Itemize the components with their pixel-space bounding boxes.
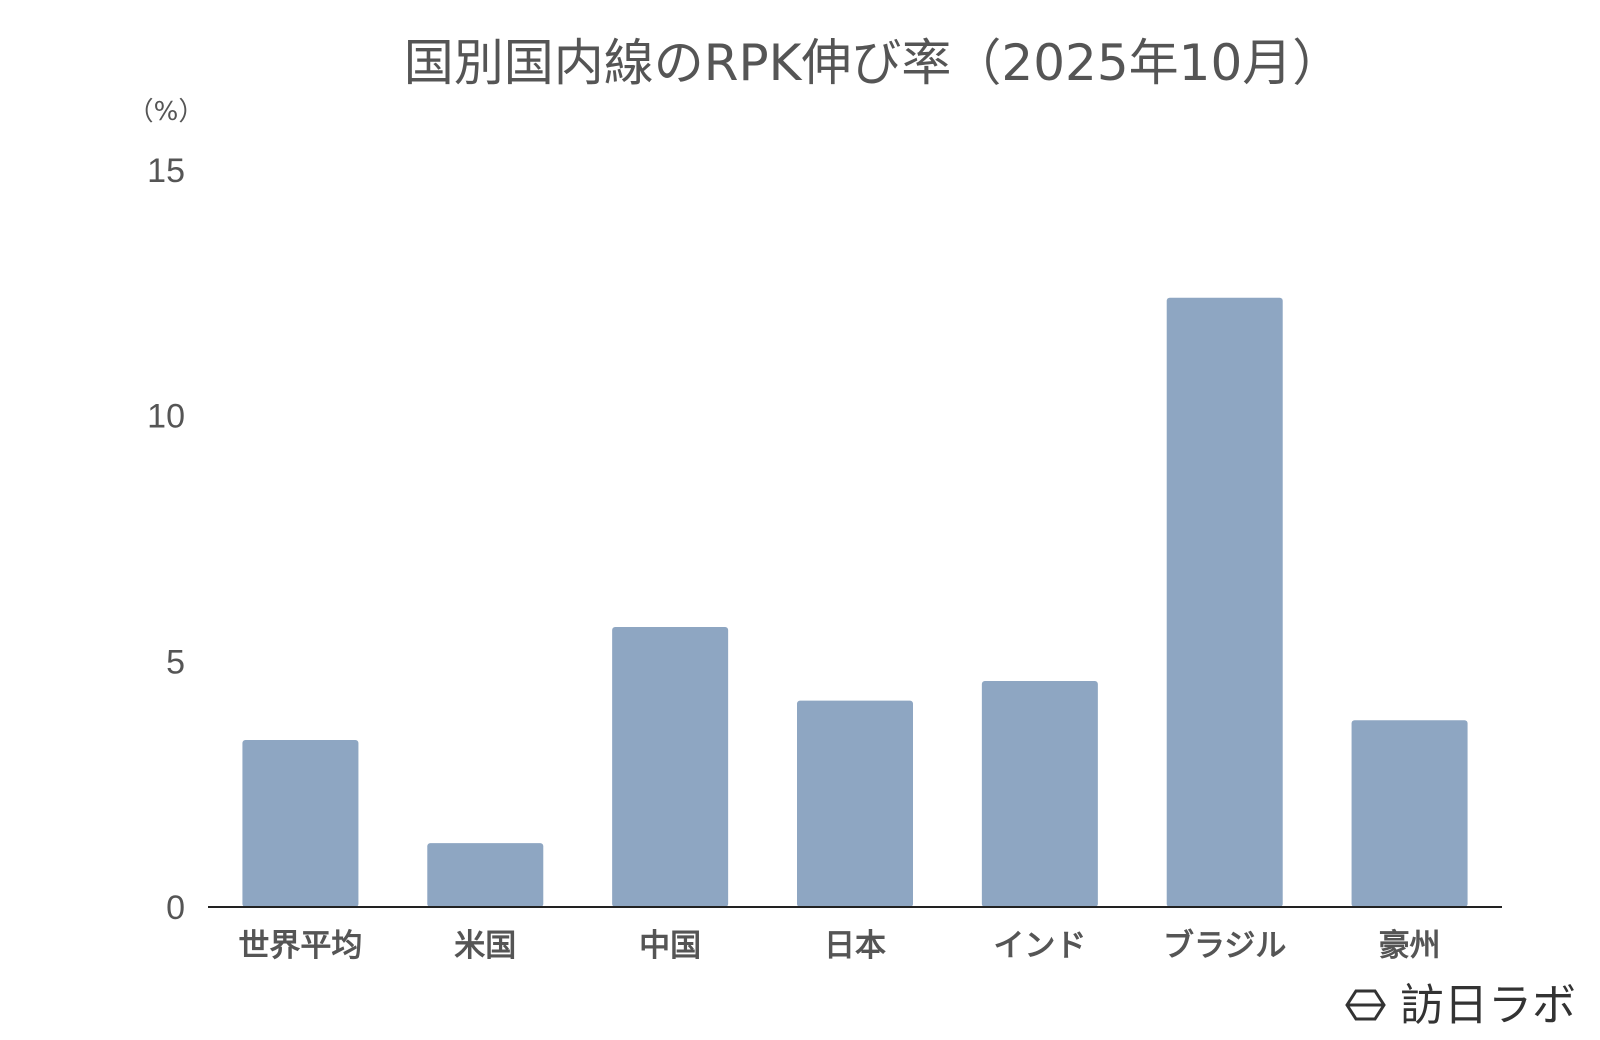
y-tick-label: 15: [147, 152, 185, 190]
y-axis-ticks: 0 5 10 15: [147, 152, 185, 927]
x-tick-label: インド: [993, 928, 1086, 964]
chart-title: 国別国内線のRPK伸び率（2025年10月）: [404, 34, 1343, 92]
bars-group: [242, 297, 1468, 907]
x-tick-label: 豪州: [1379, 928, 1441, 964]
x-tick-label: 中国: [639, 928, 701, 964]
bar: [427, 843, 544, 907]
y-tick-label: 0: [166, 889, 185, 927]
x-tick-label: 米国: [454, 928, 516, 964]
y-axis-unit-label: （%）: [128, 97, 205, 127]
bar: [612, 626, 729, 907]
y-tick-label: 10: [147, 398, 185, 436]
x-tick-label: 世界平均: [238, 928, 362, 964]
y-tick-label: 5: [166, 643, 185, 681]
x-axis-ticks: 世界平均 米国 中国 日本 インド ブラジル 豪州: [238, 928, 1440, 964]
bar: [797, 700, 913, 907]
bar: [242, 739, 359, 907]
hexagon-logo-icon: [1345, 989, 1386, 1021]
bar: [1351, 720, 1468, 907]
x-tick-label: ブラジル: [1163, 928, 1286, 964]
bar: [981, 680, 1098, 907]
brand-logo: 訪日ラボ: [1345, 980, 1576, 1031]
brand-name: 訪日ラボ: [1400, 980, 1576, 1031]
bar: [1166, 297, 1283, 907]
x-tick-label: 日本: [824, 928, 886, 964]
